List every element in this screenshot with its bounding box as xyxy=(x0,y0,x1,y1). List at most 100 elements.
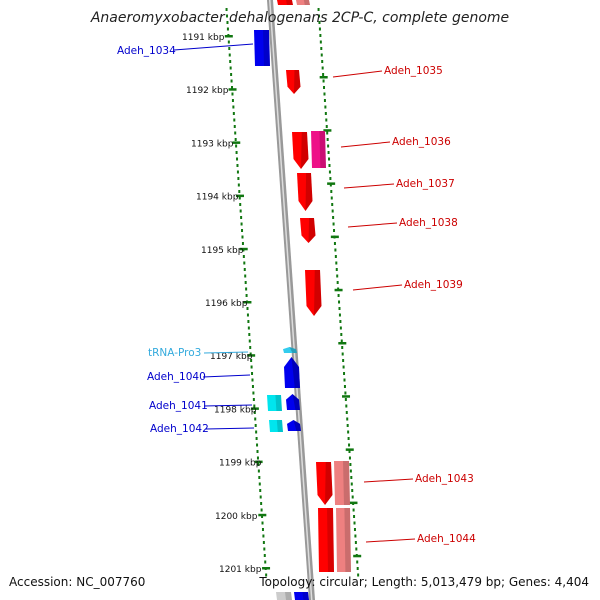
inner-rail-dot xyxy=(264,560,267,564)
inner-major-tick xyxy=(224,35,233,38)
inner-rail-dot xyxy=(260,502,263,505)
outer-rail-dot xyxy=(333,242,336,245)
outer-major-tick xyxy=(342,395,351,398)
inner-rail-dot xyxy=(234,138,237,141)
outer-rail-dot xyxy=(321,60,324,63)
gene-label-adeh-1035: Adeh_1035 xyxy=(384,65,443,77)
gene-adeh-1034 xyxy=(254,30,270,66)
accession-text: Accession: NC_007760 xyxy=(9,575,146,589)
inner-rail-dot xyxy=(261,515,264,518)
outer-rail-dot xyxy=(328,170,331,174)
label-layer: 1191 kbp 1192 kbp 1193 kbp 1194 kbp 1195 kbp… xyxy=(117,33,476,575)
outer-major-tick xyxy=(327,182,336,185)
gene-adeh-1037 xyxy=(297,173,313,211)
inner-rail-dot xyxy=(254,424,257,427)
kbp-tick-label: 1193 kbp xyxy=(191,139,234,149)
gene-adeh-1036-pseudo xyxy=(311,131,326,168)
kbp-tick-label: 1200 kbp xyxy=(215,512,258,522)
inner-rail-dot xyxy=(261,528,264,531)
inner-rail-dot xyxy=(234,131,237,135)
inner-rail-dot xyxy=(230,79,233,83)
backbone-highlight xyxy=(269,0,313,600)
gene-adeh-1044 xyxy=(318,508,334,572)
outer-rail-dot xyxy=(348,450,351,453)
leader-line-adeh-1034 xyxy=(173,43,254,51)
inner-rail-dot xyxy=(245,287,248,291)
inner-rail-dot xyxy=(238,196,241,200)
outer-rail-dot xyxy=(347,430,350,434)
inner-rail-dot xyxy=(230,73,233,76)
outer-rail-dot xyxy=(323,99,326,102)
leader-line-adeh-1041 xyxy=(203,404,253,407)
gene-adeh-1039 xyxy=(305,270,322,316)
outer-rail-dot xyxy=(342,359,345,362)
inner-rail-dot xyxy=(255,430,258,434)
inner-rail-dot xyxy=(256,443,259,447)
inner-major-tick xyxy=(235,194,244,198)
outer-rail-dot xyxy=(324,105,327,109)
leader-line-adeh-1044 xyxy=(365,538,416,543)
inner-major-tick xyxy=(243,301,252,304)
inner-rail-dot xyxy=(257,469,260,473)
reverse-gene-partial xyxy=(294,592,309,600)
inner-rail-dot xyxy=(249,346,252,349)
outer-rail-dot xyxy=(339,326,342,330)
backbone-layer xyxy=(267,0,315,600)
feature-layer xyxy=(254,0,351,600)
outer-rail-dot xyxy=(333,229,336,232)
outer-rail-dot xyxy=(347,437,350,440)
outer-rail-dot xyxy=(349,463,352,466)
outer-rail-dot xyxy=(340,339,343,343)
inner-rail-dot xyxy=(253,411,256,414)
kbp-tick-label: 1191 kbp xyxy=(182,33,225,43)
topology-text: Topology: circular; Length: 5,013,479 bp… xyxy=(259,575,589,589)
outer-rail-dot xyxy=(328,164,331,167)
outer-rail-dot xyxy=(353,521,356,525)
outer-rail-dot xyxy=(318,21,321,24)
gene-label-adeh-1037: Adeh_1037 xyxy=(396,178,455,190)
leader-line-adeh-1042 xyxy=(205,427,255,430)
outer-rail-dot xyxy=(336,274,339,278)
outer-rail-dot xyxy=(329,183,332,187)
outer-rail-dot xyxy=(318,27,321,31)
inner-rail-dot xyxy=(256,456,259,460)
inner-rail-dot xyxy=(262,541,265,544)
inner-rail-dot xyxy=(248,339,251,343)
outer-rail-dot xyxy=(326,131,329,135)
inner-rail-dot xyxy=(247,326,250,330)
gene-adeh-1044-light xyxy=(336,508,351,572)
outer-rail-dot xyxy=(355,547,358,551)
outer-rail-dot xyxy=(343,385,346,388)
inner-rail-dot xyxy=(241,235,244,239)
outer-rail-dot xyxy=(323,86,326,89)
inner-major-tick xyxy=(254,460,263,464)
forward-gene-partial xyxy=(277,0,293,5)
outer-rail-dot xyxy=(345,404,348,408)
inner-major-tick xyxy=(262,567,271,570)
outer-rail-dot xyxy=(345,411,348,414)
gene-label-adeh-1040: Adeh_1040 xyxy=(147,371,206,383)
inner-rail-dot xyxy=(258,476,261,479)
tick-layer xyxy=(224,8,362,577)
inner-rail-dot xyxy=(259,489,262,492)
inner-rail-dot xyxy=(225,8,228,11)
outer-rail-dot xyxy=(323,92,326,96)
outer-rail-dot xyxy=(338,313,341,317)
inner-rail-dot xyxy=(236,164,239,167)
outer-rail-dot xyxy=(350,476,353,479)
gene-adeh-1043 xyxy=(316,462,333,505)
inner-rail-dot xyxy=(235,151,238,154)
outer-rail-dot xyxy=(326,138,329,141)
leader-line-adeh-1039 xyxy=(352,284,403,291)
outer-major-tick xyxy=(345,448,354,451)
inner-rail-dot xyxy=(236,157,239,161)
outer-rail-dot xyxy=(343,378,346,382)
inner-rail-dot xyxy=(236,170,239,174)
gene-label-adeh-1039: Adeh_1039 xyxy=(404,279,463,291)
gene-adeh-1040 xyxy=(284,357,300,388)
outer-rail-dot xyxy=(336,281,339,284)
outer-rail-dot xyxy=(341,346,344,349)
outer-major-tick xyxy=(323,129,332,132)
leader-line-adeh-1040 xyxy=(202,374,251,378)
inner-rail-dot xyxy=(232,105,235,109)
